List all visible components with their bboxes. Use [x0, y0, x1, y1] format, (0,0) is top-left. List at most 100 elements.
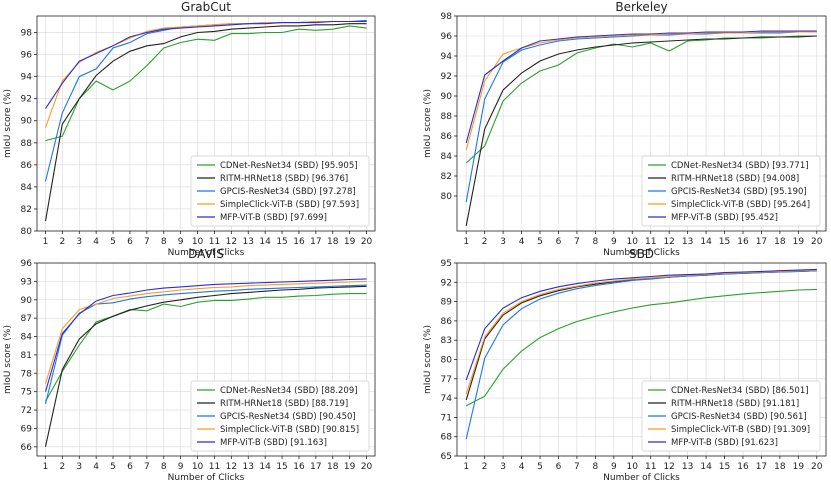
- legend-entry: CDNet-ResNet34 (SBD) [86.501]: [671, 386, 809, 396]
- x-tick-label: 6: [556, 237, 562, 247]
- x-tick-label: 11: [209, 462, 220, 472]
- y-tick-label: 71: [441, 413, 452, 423]
- y-tick-label: 88: [441, 112, 453, 122]
- x-tick-label: 17: [756, 237, 767, 247]
- y-tick-label: 84: [21, 183, 33, 193]
- x-tick-label: 9: [611, 237, 617, 247]
- y-tick-label: 72: [21, 406, 32, 416]
- x-axis-label: Number of Clicks: [603, 248, 680, 258]
- x-tick-label: 11: [645, 462, 656, 472]
- legend: CDNet-ResNet34 (SBD) [86.501] RITM-HRNet1…: [641, 380, 821, 452]
- legend-entry: RITM-HRNet18 (SBD) [91.181]: [671, 399, 799, 409]
- legend-entry: MFP-ViT-B (SBD) [97.699]: [220, 213, 327, 223]
- x-tick-label: 1: [43, 462, 49, 472]
- x-tick-label: 8: [593, 237, 599, 247]
- x-tick-label: 10: [192, 462, 204, 472]
- y-axis-label: mIoU score (%): [3, 325, 13, 394]
- x-tick-label: 19: [793, 237, 805, 247]
- legend-box: [190, 155, 370, 227]
- y-tick-label: 92: [21, 95, 32, 105]
- y-tick-label: 80: [21, 227, 33, 237]
- x-tick-label: 7: [144, 462, 150, 472]
- y-tick-label: 94: [21, 73, 33, 83]
- legend-entry: RITM-HRNet18 (SBD) [96.376]: [220, 174, 348, 184]
- x-tick-label: 15: [276, 462, 287, 472]
- legend-box: [641, 155, 821, 227]
- y-tick-label: 84: [21, 333, 33, 343]
- x-tick-label: 4: [519, 462, 525, 472]
- series-line-1: [44, 285, 367, 447]
- y-tick-label: 83: [441, 336, 452, 346]
- legend: CDNet-ResNet34 (SBD) [88.209] RITM-HRNet1…: [190, 380, 370, 452]
- series-line-0: [465, 288, 817, 407]
- legend-box: [190, 380, 370, 452]
- y-tick-label: 87: [21, 314, 32, 324]
- legend-entry: SimpleClick-ViT-B (SBD) [97.593]: [220, 200, 359, 210]
- y-tick-label: 69: [21, 424, 33, 434]
- series-line-4: [465, 30, 817, 144]
- y-axis-label: mIoU score (%): [3, 89, 13, 158]
- x-tick-label: 11: [645, 237, 656, 247]
- series-line-2: [465, 270, 817, 440]
- x-tick-label: 14: [700, 237, 712, 247]
- legend-entry: MFP-ViT-B (SBD) [91.163]: [220, 438, 327, 448]
- x-tick-label: 5: [537, 237, 543, 247]
- series-line-4: [45, 20, 367, 109]
- x-tick-label: 19: [793, 462, 805, 472]
- x-tick-label: 2: [59, 462, 65, 472]
- y-tick-label: 80: [441, 192, 453, 202]
- y-tick-label: 86: [441, 132, 453, 142]
- y-axis-label: mIoU score (%): [423, 89, 433, 158]
- x-tick-label: 3: [76, 462, 82, 472]
- x-tick-label: 16: [293, 462, 305, 472]
- x-tick-label: 12: [663, 462, 674, 472]
- x-tick-label: 12: [663, 237, 674, 247]
- plot-frame: [36, 262, 376, 457]
- x-tick-label: 14: [259, 237, 271, 247]
- plot-frame: [456, 262, 827, 457]
- y-tick-label: 96: [21, 51, 33, 61]
- x-tick-label: 3: [76, 237, 82, 247]
- x-tick-label: 13: [243, 237, 254, 247]
- chart-title: DAVIS: [188, 247, 224, 261]
- x-tick-label: 5: [110, 237, 116, 247]
- x-tick-label: 6: [127, 237, 133, 247]
- x-tick-label: 17: [756, 462, 767, 472]
- x-tick-label: 19: [344, 237, 356, 247]
- x-tick-label: 8: [161, 237, 167, 247]
- legend: CDNet-ResNet34 (SBD) [93.771] RITM-HRNet1…: [641, 155, 821, 227]
- legend-entry: GPCIS-ResNet34 (SBD) [95.190]: [671, 187, 807, 197]
- x-tick-label: 3: [500, 237, 506, 247]
- x-tick-label: 2: [482, 237, 488, 247]
- x-tick-label: 4: [519, 237, 525, 247]
- y-tick-label: 78: [21, 369, 33, 379]
- legend: CDNet-ResNet34 (SBD) [95.905] RITM-HRNet1…: [190, 155, 370, 227]
- x-axis-label: Number of Clicks: [168, 473, 245, 483]
- x-tick-label: 20: [811, 462, 823, 472]
- series-line-3: [44, 280, 367, 384]
- legend-entry: CDNet-ResNet34 (SBD) [93.771]: [671, 161, 809, 171]
- series-line-4: [44, 278, 367, 392]
- x-tick-label: 19: [344, 462, 356, 472]
- y-tick-label: 98: [441, 12, 453, 22]
- y-tick-label: 92: [441, 278, 452, 288]
- legend-entry: MFP-ViT-B (SBD) [95.452]: [671, 213, 778, 223]
- series-line-3: [44, 20, 367, 128]
- y-tick-label: 77: [441, 375, 452, 385]
- plot-frame: [456, 15, 827, 232]
- x-tick-label: 5: [110, 462, 116, 472]
- y-tick-label: 84: [441, 152, 453, 162]
- y-tick-label: 80: [441, 356, 453, 366]
- x-tick-label: 13: [243, 462, 254, 472]
- y-tick-label: 66: [21, 443, 33, 453]
- legend-entry: RITM-HRNet18 (SBD) [94.008]: [671, 174, 799, 184]
- x-tick-label: 10: [627, 237, 639, 247]
- y-tick-label: 65: [441, 452, 452, 462]
- y-tick-label: 81: [21, 351, 32, 361]
- y-tick-label: 86: [441, 317, 453, 327]
- x-tick-label: 18: [774, 237, 786, 247]
- x-tick-label: 7: [574, 237, 580, 247]
